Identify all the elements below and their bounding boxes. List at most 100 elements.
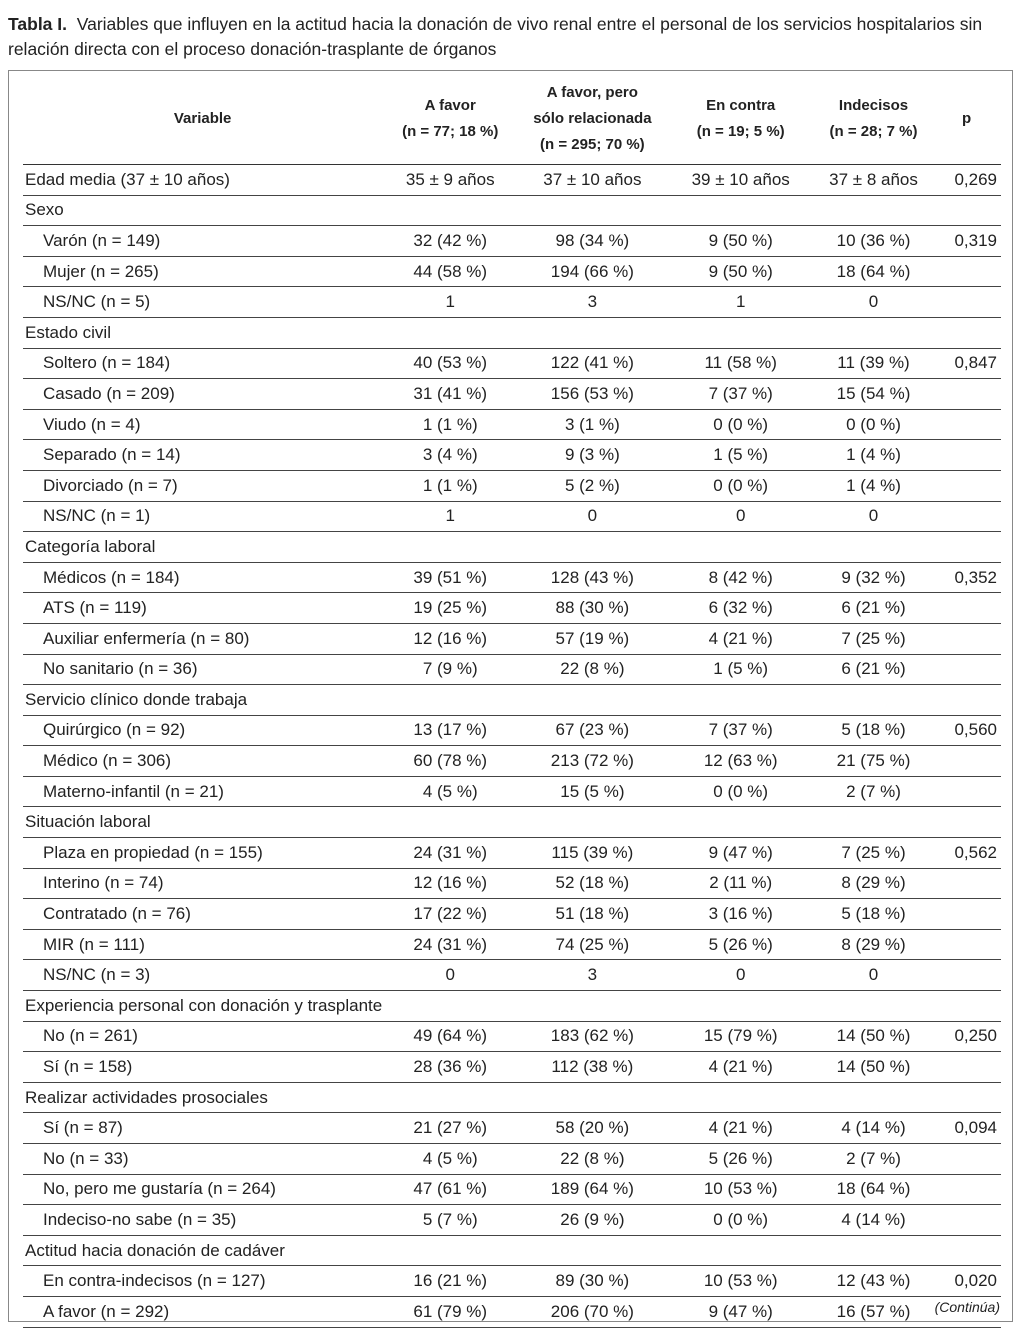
table-row: Plaza en propiedad (n = 155) 24 (31 %) 115… <box>23 837 1001 869</box>
column-header-line: (n = 77; 18 %) <box>402 122 499 140</box>
p-value-cell <box>932 898 1001 930</box>
variable-cell: ATS (n = 119) <box>23 592 383 624</box>
value-cell: 0 <box>666 959 815 992</box>
variable-cell: Sí (n = 158) <box>23 1051 383 1083</box>
table-row: Médicos (n = 184) 39 (51 %) 128 (43 %) 8 (4… <box>23 562 1001 594</box>
value-cell: 15 (5 %) <box>518 776 667 808</box>
p-value-cell <box>932 776 1001 808</box>
value-cell: 15 (79 %) <box>666 1021 815 1053</box>
value-cell <box>382 317 519 349</box>
value-cell <box>382 684 519 716</box>
value-cell: 10 (53 %) <box>666 1265 815 1297</box>
value-cell <box>518 195 667 227</box>
value-cell: 1 (4 %) <box>814 470 933 502</box>
group-row: Estado civil <box>23 317 1001 349</box>
value-cell: 0 <box>518 501 667 533</box>
variable-cell: Interino (n = 74) <box>23 868 383 900</box>
variable-cell: NS/NC (n = 5) <box>23 286 383 318</box>
value-cell: 3 <box>518 286 667 318</box>
value-cell: 7 (37 %) <box>666 715 815 747</box>
value-cell <box>814 317 933 349</box>
variable-cell: Sí (n = 87) <box>23 1112 383 1144</box>
p-value-cell <box>932 409 1001 441</box>
value-cell <box>518 990 667 1022</box>
value-cell: 9 (32 %) <box>814 562 933 594</box>
value-cell: 12 (16 %) <box>382 623 519 655</box>
value-cell: 5 (7 %) <box>382 1204 519 1236</box>
value-cell: 1 <box>382 501 519 533</box>
variable-cell: Materno-infantil (n = 21) <box>23 776 383 808</box>
value-cell: 112 (38 %) <box>518 1051 667 1083</box>
value-cell: 3 (4 %) <box>382 439 519 471</box>
value-cell: 21 (27 %) <box>382 1112 519 1144</box>
table-row: Varón (n = 149) 32 (42 %) 98 (34 %) 9 (50 %… <box>23 225 1001 257</box>
value-cell: 1 (1 %) <box>382 470 519 502</box>
value-cell: 0 (0 %) <box>666 1204 815 1236</box>
value-cell: 5 (26 %) <box>666 929 815 961</box>
value-cell: 6 (21 %) <box>814 592 933 624</box>
value-cell <box>814 195 933 227</box>
group-row: Categoría laboral <box>23 531 1001 563</box>
p-value-cell <box>932 929 1001 961</box>
value-cell <box>814 1082 933 1114</box>
value-cell: 9 (3 %) <box>518 439 667 471</box>
variable-cell: No (n = 261) <box>23 1021 383 1053</box>
p-value-cell <box>932 256 1001 288</box>
value-cell <box>814 990 933 1022</box>
variable-cell: Sexo <box>23 195 383 227</box>
p-value-cell: 0,562 <box>932 837 1001 869</box>
value-cell: 39 ± 10 años <box>666 164 815 196</box>
column-header: A favor (n = 77; 18 %) <box>382 73 519 165</box>
value-cell: 0 <box>814 501 933 533</box>
table-row: Indeciso-no sabe (n = 35) 5 (7 %) 26 (9 %)… <box>23 1204 1001 1236</box>
column-header-line: A favor, pero <box>546 83 638 101</box>
group-row: Actitud hacia donación de cadáver <box>23 1235 1001 1267</box>
p-value-cell <box>932 623 1001 655</box>
value-cell: 18 (64 %) <box>814 1174 933 1206</box>
value-cell: 4 (21 %) <box>666 1112 815 1144</box>
value-cell <box>382 806 519 839</box>
column-header: p <box>932 73 1001 165</box>
value-cell <box>518 806 667 839</box>
value-cell: 10 (36 %) <box>814 225 933 257</box>
p-value-cell <box>932 317 1001 349</box>
variable-cell: Médico (n = 306) <box>23 745 383 777</box>
p-value-cell <box>932 378 1001 410</box>
p-value-cell <box>932 592 1001 624</box>
p-value-cell <box>932 959 1001 992</box>
table-row: Viudo (n = 4) 1 (1 %) 3 (1 %) 0 (0 %) 0 (0 %… <box>23 409 1001 441</box>
value-cell <box>814 531 933 563</box>
value-cell <box>518 317 667 349</box>
value-cell <box>666 684 815 716</box>
value-cell: 2 (11 %) <box>666 868 815 900</box>
value-cell: 4 (21 %) <box>666 623 815 655</box>
table-row: Médico (n = 306) 60 (78 %) 213 (72 %) 12 (6… <box>23 745 1001 777</box>
variable-cell: Situación laboral <box>23 806 383 839</box>
value-cell: 128 (43 %) <box>518 562 667 594</box>
p-value-cell <box>932 531 1001 563</box>
table-row: ATS (n = 119) 19 (25 %) 88 (30 %) 6 (32 %) 6… <box>23 592 1001 624</box>
value-cell: 194 (66 %) <box>518 256 667 288</box>
value-cell: 1 <box>666 286 815 318</box>
value-cell: 6 (21 %) <box>814 654 933 686</box>
group-row: Servicio clínico donde trabaja <box>23 684 1001 716</box>
value-cell: 88 (30 %) <box>518 592 667 624</box>
group-row: Experiencia personal con donación y tras… <box>23 990 1001 1022</box>
value-cell: 58 (20 %) <box>518 1112 667 1144</box>
value-cell: 0 (0 %) <box>666 409 815 441</box>
p-value-cell <box>932 1082 1001 1114</box>
p-value-cell <box>932 654 1001 686</box>
column-header: En contra (n = 19; 5 %) <box>666 73 815 165</box>
variable-cell: Mujer (n = 265) <box>23 256 383 288</box>
p-value-cell: 0,020 <box>932 1265 1001 1297</box>
variable-cell: Casado (n = 209) <box>23 378 383 410</box>
column-header-line: (n = 19; 5 %) <box>696 122 785 140</box>
value-cell: 9 (47 %) <box>666 1296 815 1328</box>
table-row: NS/NC (n = 3) 0 3 0 0 <box>23 959 1001 992</box>
value-cell: 0 <box>814 959 933 992</box>
p-value-cell <box>932 1143 1001 1175</box>
value-cell: 12 (63 %) <box>666 745 815 777</box>
table-row: Sí (n = 87) 21 (27 %) 58 (20 %) 4 (21 %) 4 (… <box>23 1112 1001 1144</box>
variable-cell: En contra-indecisos (n = 127) <box>23 1265 383 1297</box>
variable-cell: Auxiliar enfermería (n = 80) <box>23 623 383 655</box>
